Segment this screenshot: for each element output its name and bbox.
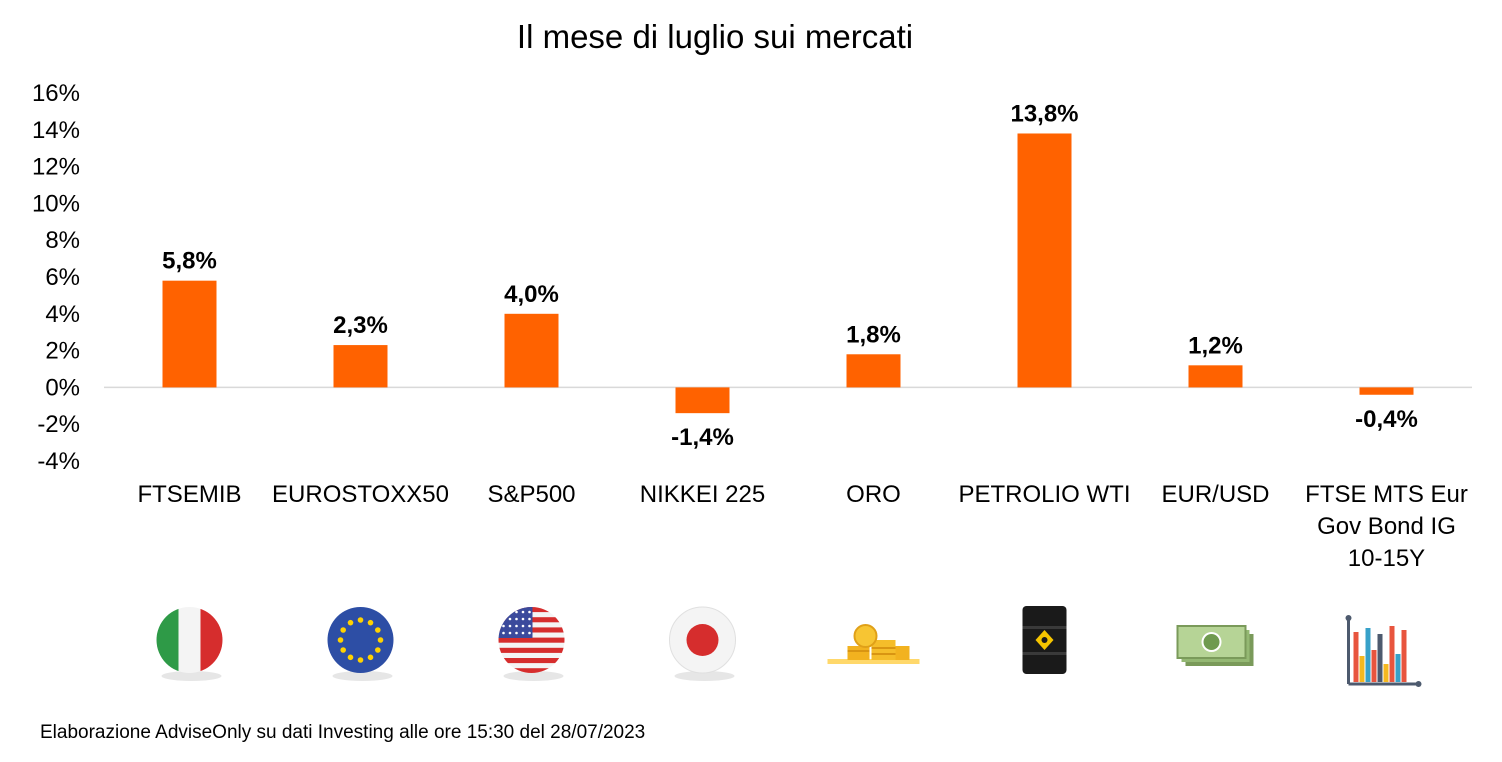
category-label: ORO <box>846 481 901 508</box>
eu-flag-icon <box>327 607 394 681</box>
y-tick-label: 12% <box>32 154 80 181</box>
category-label: FTSE MTS Eur Gov Bond IG 10-15Y <box>1305 481 1468 572</box>
y-tick-label: 4% <box>45 301 80 328</box>
y-axis: 16% 14% 12% 10% 8% 6% 4% 2% 0% -2% -4% <box>32 80 80 475</box>
category-label-line: EUR/USD <box>1161 481 1269 508</box>
chart-title: Il mese di luglio sui mercati <box>517 18 913 55</box>
data-label: 13,8% <box>1010 100 1078 127</box>
data-label: 1,2% <box>1188 332 1243 359</box>
y-tick-label: 16% <box>32 80 80 107</box>
data-label: -1,4% <box>671 424 734 451</box>
category-label: NIKKEI 225 <box>640 481 765 508</box>
bar-chart-icon <box>1345 615 1422 687</box>
data-labels-group: 5,8% 2,3% 4,0% -1,4% 1,8% 13,8% 1,2% -0,4% <box>162 100 1418 451</box>
gold-coins-icon <box>827 624 920 664</box>
bar <box>333 345 388 388</box>
category-labels-group: FTSEMIB EUROSTOXX50 S&P500 NIKKEI 225 ORO PET… <box>137 481 1467 572</box>
data-label: 4,0% <box>504 281 559 308</box>
y-tick-label: -4% <box>37 448 80 475</box>
footnote: Elaborazione AdviseOnly su dati Investin… <box>40 722 645 743</box>
bar <box>846 354 901 388</box>
bar <box>504 313 559 388</box>
usa-flag-icon <box>498 607 565 681</box>
category-label-line: FTSEMIB <box>137 481 241 508</box>
category-label-line: NIKKEI 225 <box>640 481 765 508</box>
data-label: 2,3% <box>333 312 388 339</box>
oil-barrel-icon <box>1022 606 1067 674</box>
data-label: 5,8% <box>162 248 217 275</box>
y-tick-label: 2% <box>45 338 80 365</box>
category-label: EUROSTOXX50 <box>272 481 449 508</box>
y-tick-label: 6% <box>45 264 80 291</box>
bar <box>1188 365 1243 388</box>
data-label: -0,4% <box>1355 406 1418 433</box>
category-label: EUR/USD <box>1161 481 1269 508</box>
y-tick-label: 8% <box>45 227 80 254</box>
japan-flag-icon <box>669 606 736 681</box>
y-tick-label: 10% <box>32 190 80 217</box>
bar <box>162 280 217 388</box>
category-label: S&P500 <box>487 481 575 508</box>
category-label-line: PETROLIO WTI <box>958 481 1130 508</box>
category-label-line: FTSE MTS Eur <box>1305 481 1468 508</box>
dollar-banknotes-icon <box>1176 625 1254 666</box>
bar <box>1017 133 1072 388</box>
bars-group <box>162 133 1414 414</box>
icons-group <box>156 606 1422 687</box>
bar <box>1359 387 1414 395</box>
category-label: FTSEMIB <box>137 481 241 508</box>
category-label: PETROLIO WTI <box>958 481 1130 508</box>
category-label-line: 10-15Y <box>1348 545 1425 572</box>
y-tick-label: -2% <box>37 411 80 438</box>
category-label-line: EUROSTOXX50 <box>272 481 449 508</box>
category-label-line: S&P500 <box>487 481 575 508</box>
bar <box>675 387 730 414</box>
category-label-line: ORO <box>846 481 901 508</box>
y-tick-label: 14% <box>32 117 80 144</box>
y-tick-label: 0% <box>45 374 80 401</box>
data-label: 1,8% <box>846 321 901 348</box>
category-label-line: Gov Bond IG <box>1317 513 1456 540</box>
italy-flag-icon <box>156 607 223 681</box>
